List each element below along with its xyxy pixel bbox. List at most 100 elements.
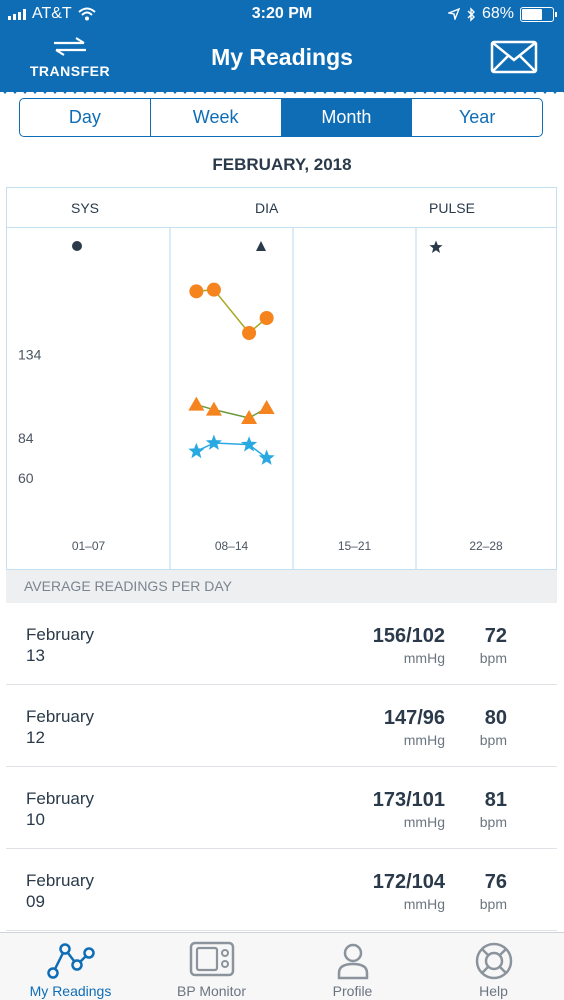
app-header: AT&T 3:20 PM 68% TRANSFER My Readings bbox=[0, 0, 564, 94]
segment-week[interactable]: Week bbox=[151, 99, 282, 136]
x-tick-label: 22–28 bbox=[469, 539, 503, 553]
reading-pulse-value: 72 bbox=[484, 625, 507, 647]
y-tick-label: 60 bbox=[18, 470, 34, 486]
reading-bp-unit: mmHg bbox=[403, 650, 445, 666]
carrier-label: AT&T bbox=[32, 5, 72, 22]
reading-month: February bbox=[26, 789, 95, 808]
legend-sys-label: SYS bbox=[71, 200, 100, 216]
transfer-button[interactable]: TRANSFER bbox=[20, 36, 120, 79]
tab-my-readings-label: My Readings bbox=[29, 983, 112, 999]
tab-profile-label: Profile bbox=[332, 983, 373, 999]
reading-pulse-value: 76 bbox=[484, 871, 507, 893]
reading-day: 09 bbox=[26, 892, 45, 911]
legend-pulse-label: PULSE bbox=[429, 200, 475, 216]
dia-point bbox=[205, 401, 222, 416]
signal-icon bbox=[8, 8, 26, 20]
legend-dia: DIA bbox=[255, 200, 279, 251]
y-tick-label: 134 bbox=[18, 347, 42, 363]
sys-point bbox=[206, 282, 221, 297]
chart-plot-area: 134 84 60 01–07 08–14 15–21 22–28 bbox=[18, 228, 503, 569]
person-icon bbox=[337, 943, 368, 980]
pulse-point bbox=[205, 434, 222, 450]
header-zigzag-border bbox=[0, 86, 564, 94]
reading-pulse-value: 80 bbox=[484, 707, 507, 729]
circle-marker-icon bbox=[72, 241, 82, 251]
clock: 3:20 PM bbox=[251, 5, 313, 22]
reading-bp-unit: mmHg bbox=[403, 896, 445, 912]
dia-point bbox=[258, 400, 275, 414]
segment-day[interactable]: Day bbox=[20, 99, 151, 136]
pulse-point bbox=[241, 436, 258, 452]
reading-bp-unit: mmHg bbox=[403, 732, 445, 748]
star-marker-icon bbox=[429, 240, 443, 253]
reading-bp-unit: mmHg bbox=[403, 814, 445, 830]
tab-my-readings[interactable]: My Readings bbox=[0, 933, 141, 1000]
reading-row[interactable]: February 10 173/101 mmHg 81 bpm bbox=[6, 767, 557, 849]
reading-day: 13 bbox=[26, 646, 45, 665]
segment-month[interactable]: Month bbox=[281, 99, 413, 136]
tab-bp-monitor-label: BP Monitor bbox=[177, 983, 246, 999]
reading-row[interactable]: February 12 147/96 mmHg 80 bpm bbox=[6, 685, 557, 767]
wifi-icon bbox=[78, 7, 96, 21]
x-tick-label: 08–14 bbox=[215, 539, 249, 553]
average-readings-header: AVERAGE READINGS PER DAY bbox=[6, 570, 557, 603]
reading-pulse-unit: bpm bbox=[479, 650, 507, 666]
reading-row[interactable]: February 13 156/102 mmHg 72 bpm bbox=[6, 603, 557, 685]
legend-pulse: PULSE bbox=[429, 200, 475, 253]
reading-month: February bbox=[26, 707, 95, 726]
reading-bp-value: 173/101 bbox=[372, 789, 445, 811]
location-arrow-icon bbox=[447, 8, 460, 20]
pulse-point bbox=[258, 449, 275, 465]
series-line-dia bbox=[213, 408, 250, 419]
graph-icon bbox=[46, 943, 95, 979]
legend-dia-label: DIA bbox=[255, 200, 279, 216]
triangle-marker-icon bbox=[256, 241, 266, 251]
sys-point bbox=[189, 284, 204, 299]
reading-pulse-unit: bpm bbox=[479, 814, 507, 830]
tab-help[interactable]: Help bbox=[423, 933, 564, 1000]
tab-help-label: Help bbox=[479, 983, 508, 999]
sys-point bbox=[259, 311, 274, 325]
page-title: My Readings bbox=[211, 44, 353, 70]
reading-pulse-value: 81 bbox=[484, 789, 507, 811]
monitor-icon bbox=[189, 941, 234, 977]
mail-icon bbox=[490, 40, 538, 74]
status-bar: AT&T 3:20 PM 68% bbox=[0, 0, 564, 30]
period-title: FEBRUARY, 2018 bbox=[212, 155, 352, 174]
reading-bp-value: 156/102 bbox=[372, 625, 445, 647]
transfer-label: TRANSFER bbox=[29, 63, 111, 79]
reading-row[interactable]: February 09 172/104 mmHg 76 bpm bbox=[6, 849, 557, 931]
pulse-point bbox=[188, 442, 205, 459]
reading-pulse-unit: bpm bbox=[479, 732, 507, 748]
reading-day: 12 bbox=[26, 728, 45, 747]
dia-point bbox=[241, 410, 258, 424]
reading-day: 10 bbox=[26, 810, 45, 829]
segment-year[interactable]: Year bbox=[458, 107, 496, 127]
transfer-icon bbox=[54, 37, 86, 56]
lifebuoy-icon bbox=[475, 942, 512, 980]
x-tick-label: 15–21 bbox=[338, 539, 372, 553]
reading-month: February bbox=[26, 625, 95, 644]
readings-list: February 13 156/102 mmHg 72 bpm February… bbox=[6, 603, 557, 931]
battery-percent: 68% bbox=[481, 5, 514, 22]
reading-bp-value: 172/104 bbox=[372, 871, 445, 893]
tab-profile[interactable]: Profile bbox=[282, 933, 423, 1000]
bluetooth-icon bbox=[467, 6, 475, 22]
readings-chart: SYS DIA PULSE 134 84 60 01–07 08–14 15–21 22–2… bbox=[6, 187, 557, 570]
y-tick-label: 84 bbox=[18, 430, 34, 446]
reading-pulse-unit: bpm bbox=[479, 896, 507, 912]
dia-point bbox=[188, 396, 205, 411]
chart-legend: SYS DIA PULSE bbox=[7, 188, 556, 253]
mail-button[interactable] bbox=[490, 40, 538, 79]
series-line-pulse bbox=[213, 442, 250, 446]
series-line-sys bbox=[213, 289, 250, 334]
battery-icon bbox=[520, 6, 557, 22]
sys-point bbox=[242, 326, 257, 340]
bottom-tab-bar: My Readings BP Monitor Profile Help bbox=[0, 932, 564, 1000]
tab-bp-monitor[interactable]: BP Monitor bbox=[141, 933, 282, 1000]
reading-bp-value: 147/96 bbox=[383, 707, 445, 729]
x-tick-label: 01–07 bbox=[72, 539, 106, 553]
reading-month: February bbox=[26, 871, 95, 890]
period-segmented-control: Day Week Month Year bbox=[19, 98, 543, 137]
legend-sys: SYS bbox=[71, 200, 100, 251]
